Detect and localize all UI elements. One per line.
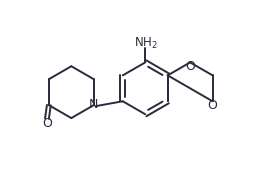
Text: O: O	[42, 118, 52, 130]
Text: NH$_2$: NH$_2$	[134, 36, 157, 51]
Text: O: O	[185, 60, 195, 73]
Text: O: O	[208, 99, 217, 112]
Text: N: N	[89, 98, 99, 111]
